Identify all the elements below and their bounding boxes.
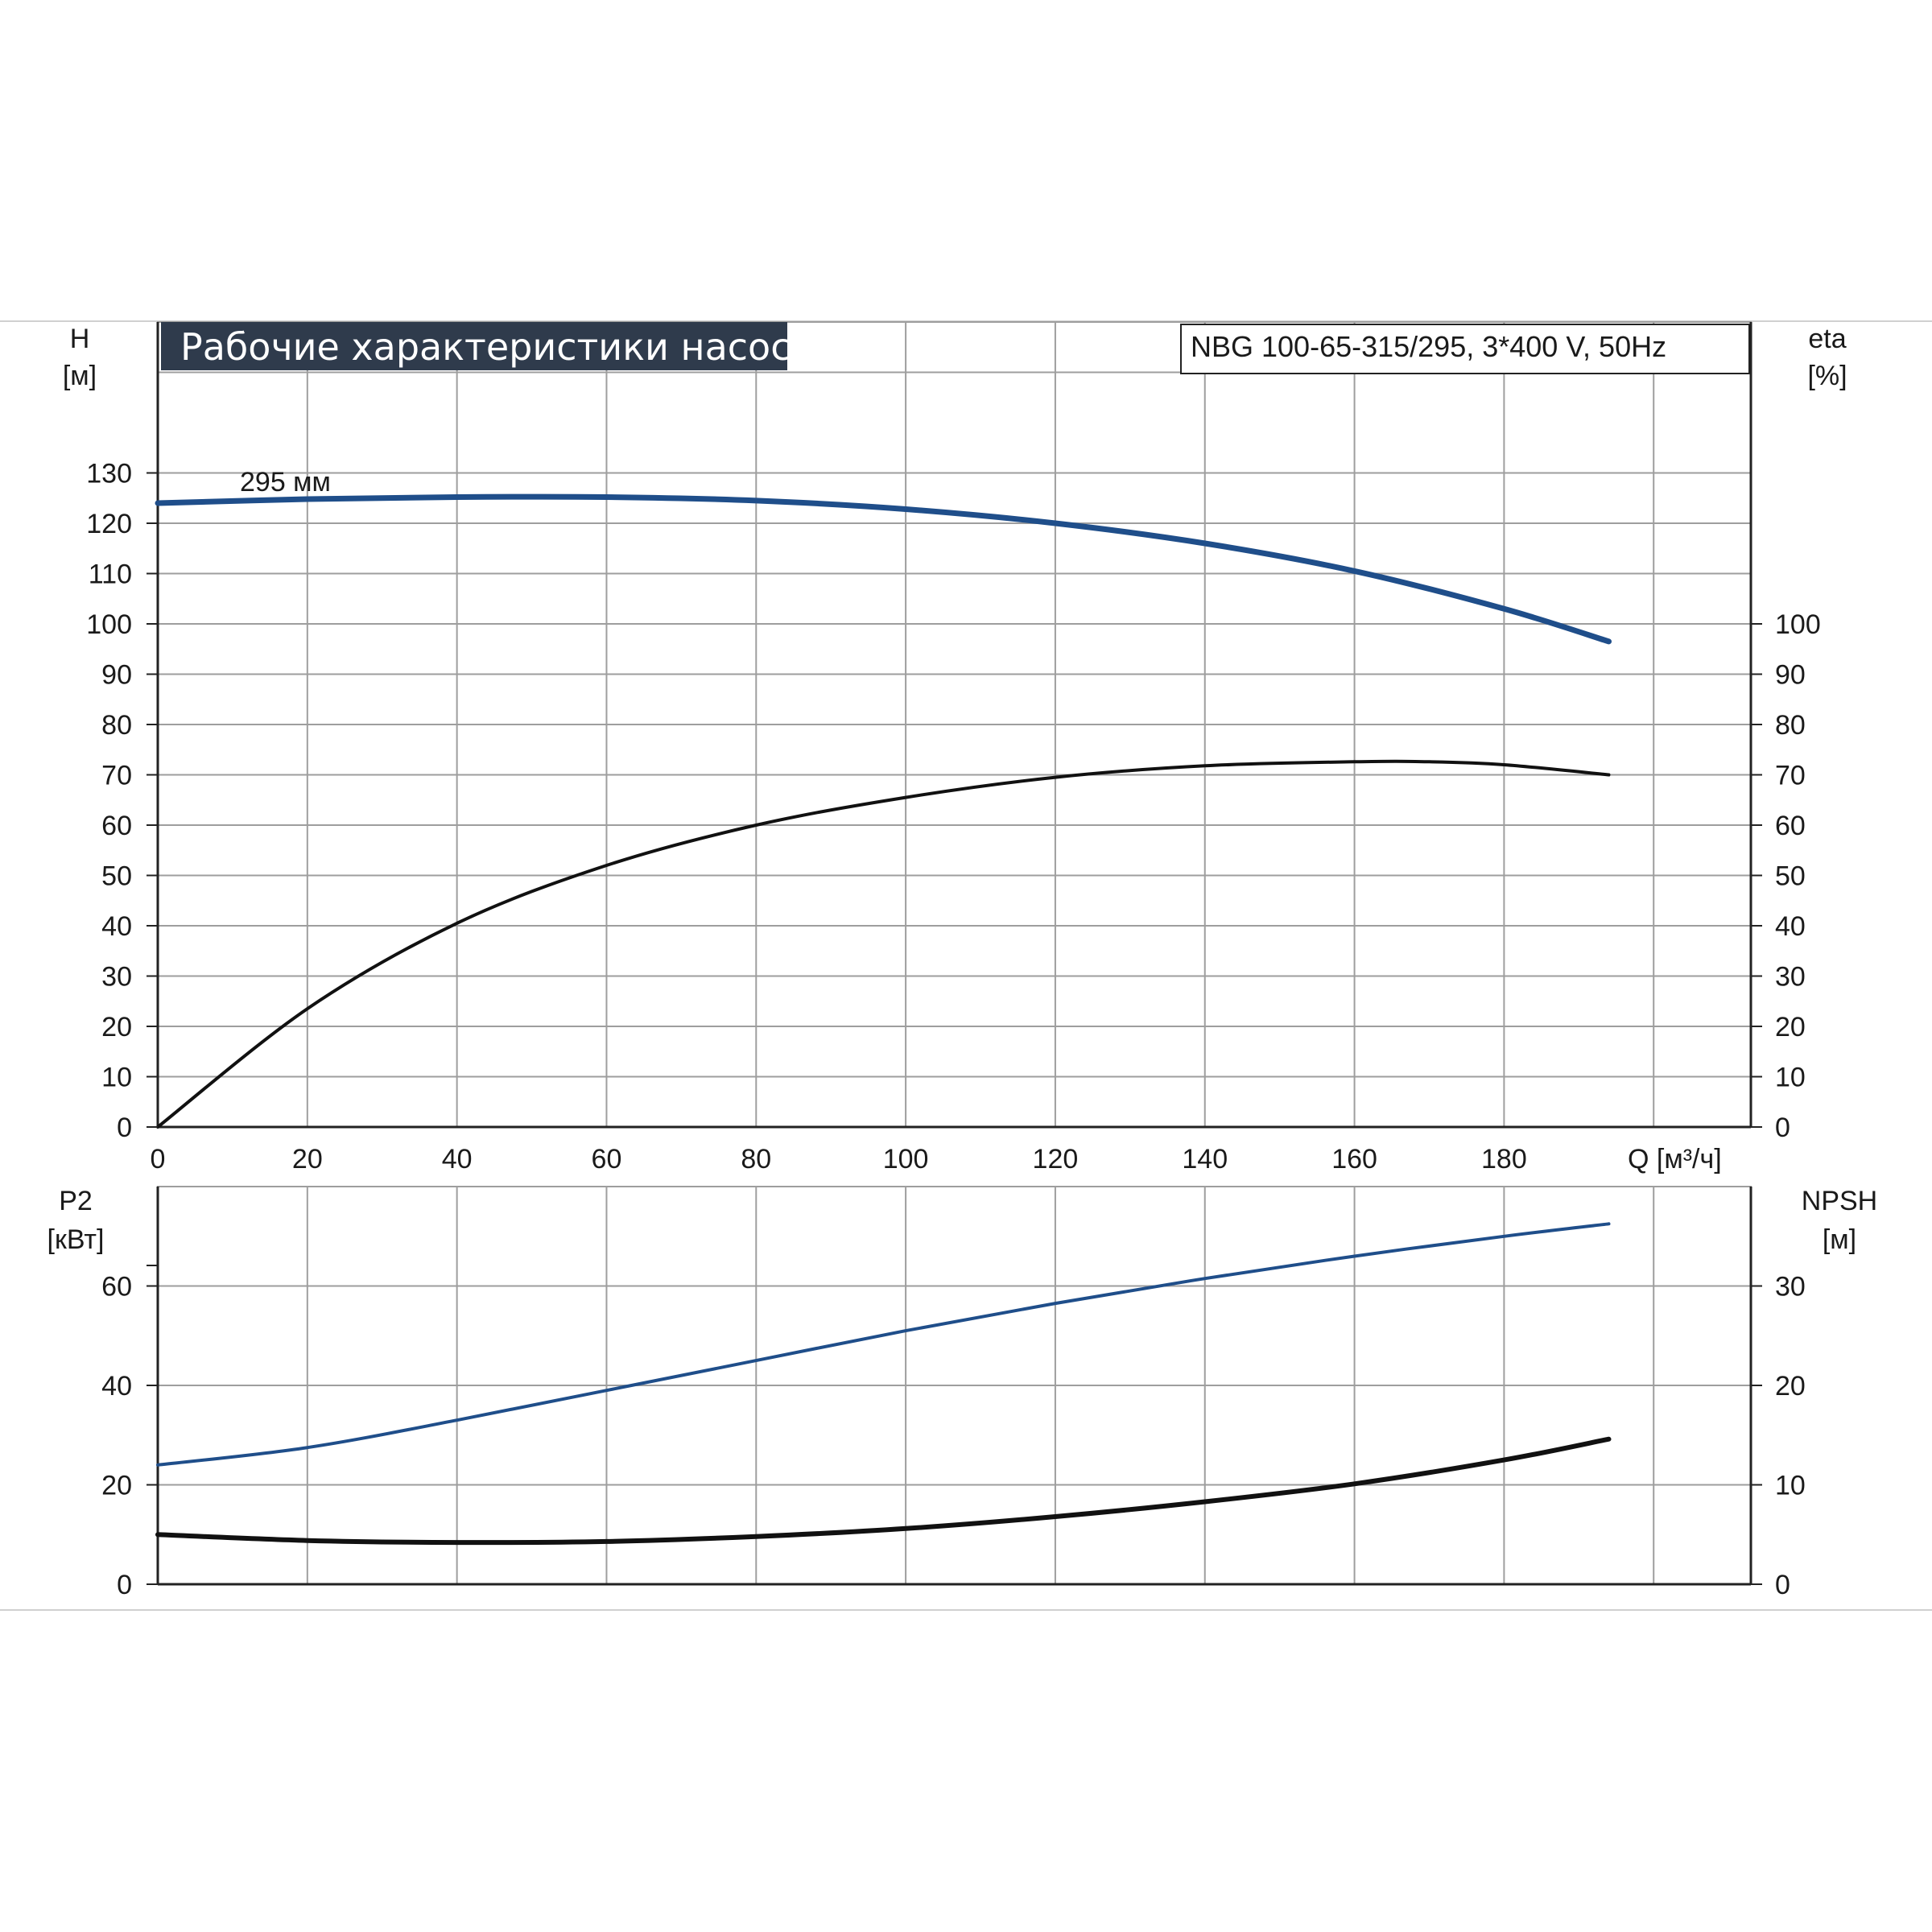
h-tick-label: 80 [101,710,132,741]
p2-tick-label: 0 [117,1570,132,1600]
eta-tick-label: 50 [1775,861,1806,892]
h-tick-label: 10 [101,1063,132,1093]
q-tick-label: 80 [741,1144,771,1174]
h-tick-label: 130 [86,459,132,489]
eta-tick-label: 80 [1775,710,1806,741]
h-tick-label: 90 [101,660,132,691]
eta-tick-label: 60 [1775,811,1806,841]
x-axis-label: Q [м³/ч] [1628,1144,1722,1174]
impeller-curve-label: 295 мм [240,467,331,497]
efficiency-curve [156,759,1611,1129]
p2-tick-label: 60 [101,1272,132,1302]
npsh-tick-label: 30 [1775,1272,1806,1302]
upper-right-axis-ticks: 0 10 20 30 40 50 60 70 80 90 100 [1751,609,1821,1143]
eta-tick-label: 10 [1775,1063,1806,1093]
eta-tick-label: 90 [1775,660,1806,691]
h-tick-label: 50 [101,861,132,892]
lower-panel: 0 20 40 60 0 10 20 30 P2 [кВт] NPSH [м] [47,1186,1877,1600]
h-axis-label: H [70,324,90,354]
model-label: NBG 100-65-315/295, 3*400 V, 50Hz [1191,330,1666,363]
chart-title: Рабочие характеристики насоса [180,325,814,369]
h-tick-label: 40 [101,911,132,942]
npsh-tick-label: 10 [1775,1471,1806,1501]
h-tick-label: 70 [101,761,132,791]
q-tick-label: 140 [1182,1144,1228,1174]
title-box [161,322,787,370]
eta-tick-label: 40 [1775,911,1806,942]
npsh-axis-unit: [м] [1823,1224,1856,1255]
h-tick-label: 0 [117,1113,132,1143]
q-tick-label: 20 [292,1144,323,1174]
lower-right-axis-ticks: 0 10 20 30 [1751,1272,1806,1600]
h-tick-label: 60 [101,811,132,841]
upper-curves [155,493,1612,1129]
eta-axis-unit: [%] [1807,361,1847,391]
eta-axis-label: eta [1808,324,1846,354]
h-tick-label: 120 [86,509,132,539]
upper-grid [156,321,1752,1129]
lower-left-axis-ticks: 0 20 40 60 [101,1265,158,1600]
h-tick-label: 30 [101,962,132,993]
q-tick-label: 160 [1331,1144,1377,1174]
npsh-curve [155,1436,1612,1546]
head-curve [155,493,1612,645]
q-tick-label: 40 [442,1144,473,1174]
upper-panel: 0 10 20 30 40 50 60 70 80 90 100 110 120 130 0 10 20 30 4… [63,321,1847,1174]
h-tick-label: 100 [86,609,132,640]
h-axis-unit: [м] [63,361,97,391]
p2-tick-label: 20 [101,1471,132,1501]
q-tick-label: 100 [883,1144,929,1174]
h-tick-label: 110 [89,559,132,590]
q-tick-label: 120 [1033,1144,1079,1174]
upper-left-axis-ticks: 0 10 20 30 40 50 60 70 80 90 100 110 120 130 [86,459,158,1143]
npsh-tick-label: 0 [1775,1570,1790,1600]
p2-axis-unit: [кВт] [47,1224,105,1255]
p2-axis-label: P2 [59,1186,93,1216]
lower-curves [155,1222,1612,1546]
eta-tick-label: 70 [1775,761,1806,791]
x-axis-ticks: 0 20 40 60 80 100 120 140 160 180 [151,1144,1527,1174]
npsh-axis-label: NPSH [1802,1186,1877,1216]
q-tick-label: 0 [151,1144,166,1174]
eta-tick-label: 100 [1775,609,1821,640]
q-tick-label: 180 [1481,1144,1527,1174]
npsh-tick-label: 20 [1775,1371,1806,1402]
model-box [1180,324,1750,374]
p2-tick-label: 40 [101,1371,132,1402]
eta-tick-label: 30 [1775,962,1806,993]
h-tick-label: 20 [101,1012,132,1042]
eta-tick-label: 0 [1775,1113,1790,1143]
power-curve [156,1222,1611,1467]
eta-tick-label: 20 [1775,1012,1806,1042]
q-tick-label: 60 [592,1144,622,1174]
